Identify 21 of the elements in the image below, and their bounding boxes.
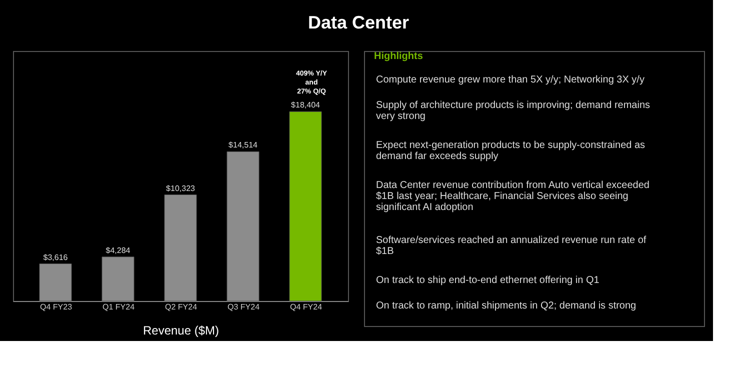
x-tick-label: Q2 FY24: [164, 302, 198, 312]
x-tick-label: Q4 FY23: [40, 302, 73, 312]
text: Highlights: [374, 51, 424, 62]
x-axis-title: Revenue ($M): [142, 324, 220, 338]
data-label: $10,323: [166, 184, 196, 193]
data-label: $14,514: [228, 140, 258, 150]
x-tick-label: Q1 FY24: [102, 302, 136, 312]
x-tick-label: Q4 FY24: [290, 302, 323, 312]
data-label: $4,284: [106, 246, 131, 255]
data-label: $3,616: [43, 252, 68, 262]
text: Compute revenue grew more than 5X y/y; Networking 3X y/y: [376, 74, 644, 86]
text: On track to ship end-to-end ethernet offering in Q1: [376, 274, 600, 286]
x-tick-label: Q3 FY24: [227, 302, 260, 312]
text: Data Center revenue contribution from Auto vertical exceeded $1B last year; Healthcare, Financial Services also seeing significant AI adoption: [376, 180, 650, 214]
chart-title: Data Center: [308, 12, 410, 32]
text: Supply of architecture products is improving; demand remains very strong: [376, 100, 650, 122]
text: Software/services reached an annualized revenue run rate of $1B: [376, 234, 646, 257]
text: On track to ramp, initial shipments in Q2; demand is strong: [376, 300, 636, 312]
text: Expect next-generation products to be supply-constrained as demand far exceeds supply: [376, 140, 646, 162]
data-label: $18,404: [291, 100, 321, 110]
bar: [289, 111, 322, 302]
